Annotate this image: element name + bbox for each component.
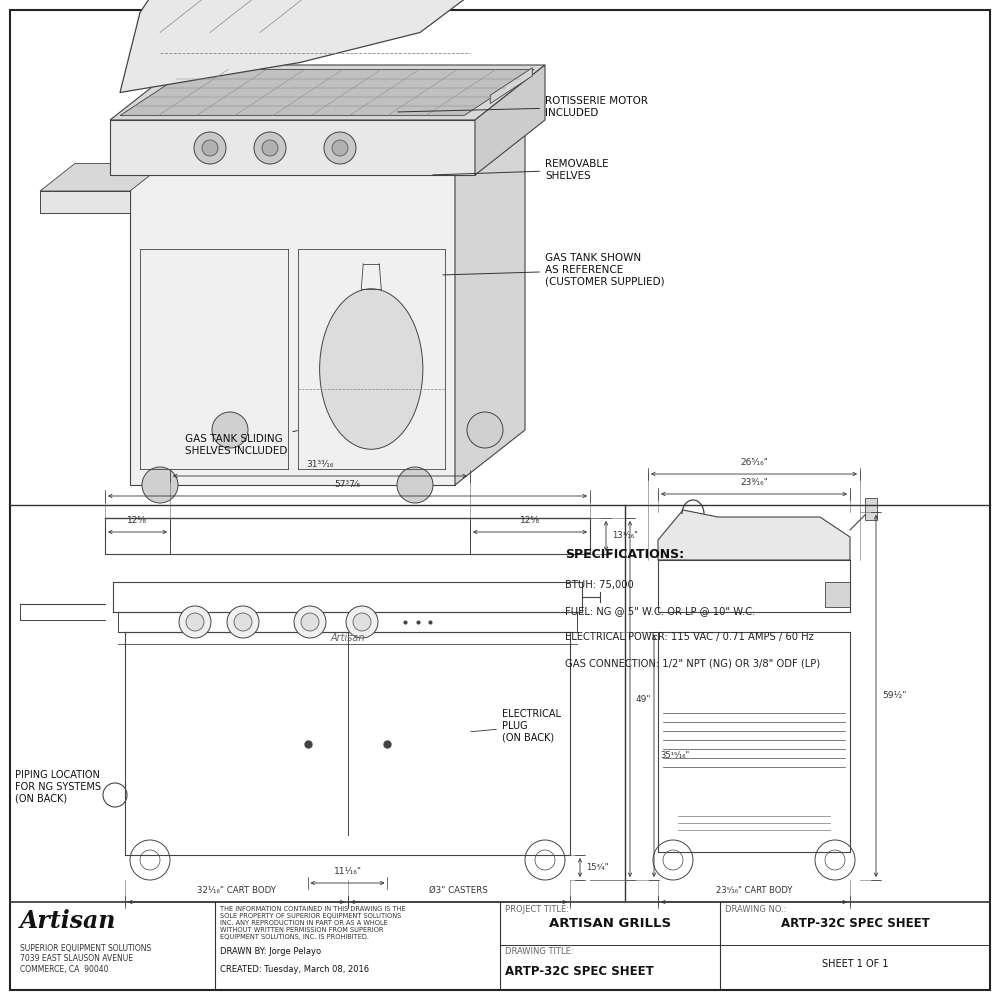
Polygon shape — [490, 68, 532, 104]
Text: PIPING LOCATION
FOR NG SYSTEMS
(ON BACK): PIPING LOCATION FOR NG SYSTEMS (ON BACK) — [15, 770, 101, 803]
Circle shape — [346, 606, 378, 638]
Circle shape — [467, 412, 503, 448]
Text: CREATED: Tuesday, March 08, 2016: CREATED: Tuesday, March 08, 2016 — [220, 965, 369, 974]
Polygon shape — [658, 510, 850, 560]
Text: REMOVABLE
SHELVES: REMOVABLE SHELVES — [433, 159, 609, 181]
Circle shape — [179, 606, 211, 638]
Polygon shape — [120, 0, 500, 93]
Circle shape — [294, 606, 326, 638]
Text: Artisan: Artisan — [330, 633, 365, 643]
Text: 31³³⁄₁₆: 31³³⁄₁₆ — [306, 460, 334, 469]
Circle shape — [301, 613, 319, 631]
Text: 57³7⁄₈: 57³7⁄₈ — [334, 480, 360, 489]
Text: ARTP-32C SPEC SHEET: ARTP-32C SPEC SHEET — [781, 917, 929, 930]
Bar — [110, 120, 475, 175]
Text: DRAWING TITLE:: DRAWING TITLE: — [505, 947, 574, 956]
Text: GAS CONNECTION: 1/2" NPT (NG) OR 3/8" ODF (LP): GAS CONNECTION: 1/2" NPT (NG) OR 3/8" OD… — [565, 658, 820, 668]
Text: 23⁹⁄₁₆": 23⁹⁄₁₆" — [740, 478, 768, 487]
Circle shape — [194, 132, 226, 164]
Text: GAS TANK SLIDING
SHELVES INCLUDED: GAS TANK SLIDING SHELVES INCLUDED — [185, 431, 297, 456]
Text: ARTP-32C SPEC SHEET: ARTP-32C SPEC SHEET — [505, 965, 654, 978]
Text: Artisan: Artisan — [20, 909, 116, 933]
Text: 35¹⁵⁄₁₆": 35¹⁵⁄₁₆" — [660, 752, 689, 760]
Polygon shape — [130, 115, 525, 170]
Text: 12⁵⁄₈: 12⁵⁄₈ — [520, 516, 540, 525]
Circle shape — [324, 132, 356, 164]
Text: FUEL: NG @ 5" W.C. OR LP @ 10" W.C.: FUEL: NG @ 5" W.C. OR LP @ 10" W.C. — [565, 606, 755, 616]
Text: 59¹⁄₂": 59¹⁄₂" — [882, 692, 906, 700]
Circle shape — [227, 606, 259, 638]
Circle shape — [332, 140, 348, 156]
Text: THE INFORMATION CONTAINED IN THIS DRAWING IS THE
SOLE PROPERTY OF SUPERIOR EQUIP: THE INFORMATION CONTAINED IN THIS DRAWIN… — [220, 906, 406, 940]
Circle shape — [142, 467, 178, 503]
Bar — [825, 582, 850, 607]
Polygon shape — [40, 164, 165, 191]
Polygon shape — [455, 115, 525, 485]
Text: 23⁵⁄₁₆" CART BODY: 23⁵⁄₁₆" CART BODY — [716, 886, 792, 895]
Circle shape — [254, 132, 286, 164]
Circle shape — [353, 613, 371, 631]
Circle shape — [212, 412, 248, 448]
Bar — [130, 170, 455, 485]
Text: 11¹⁄₁₆": 11¹⁄₁₆" — [334, 867, 362, 876]
Text: DRAWING NO.:: DRAWING NO.: — [725, 905, 786, 914]
Text: PROJECT TITLE:: PROJECT TITLE: — [505, 905, 569, 914]
Circle shape — [397, 467, 433, 503]
Text: ELECTRICAL
PLUG
(ON BACK): ELECTRICAL PLUG (ON BACK) — [471, 709, 561, 743]
Circle shape — [202, 140, 218, 156]
Text: SHEET 1 OF 1: SHEET 1 OF 1 — [822, 959, 888, 969]
Text: 32¹⁄₁₆" CART BODY: 32¹⁄₁₆" CART BODY — [197, 886, 276, 895]
Polygon shape — [110, 65, 545, 120]
Text: BTUH: 75,000: BTUH: 75,000 — [565, 580, 634, 590]
Circle shape — [186, 613, 204, 631]
Polygon shape — [120, 69, 534, 116]
Ellipse shape — [320, 289, 423, 449]
Circle shape — [262, 140, 278, 156]
Text: ELECTRICAL POWER: 115 VAC / 0.71 AMPS / 60 Hz: ELECTRICAL POWER: 115 VAC / 0.71 AMPS / … — [565, 632, 814, 642]
Text: DRAWN BY: Jorge Pelayo: DRAWN BY: Jorge Pelayo — [220, 947, 321, 956]
Text: 49": 49" — [636, 694, 652, 704]
Polygon shape — [475, 65, 545, 175]
Text: 26⁵⁄₁₆": 26⁵⁄₁₆" — [740, 458, 768, 467]
Circle shape — [234, 613, 252, 631]
Bar — [865, 498, 877, 520]
Bar — [40, 191, 130, 213]
Text: SUPERIOR EQUIPMENT SOLUTIONS
7039 EAST SLAUSON AVENUE
COMMERCE, CA  90040: SUPERIOR EQUIPMENT SOLUTIONS 7039 EAST S… — [20, 944, 151, 974]
Text: 13¹⁄₁₆": 13¹⁄₁₆" — [612, 532, 638, 540]
Text: ARTISAN GRILLS: ARTISAN GRILLS — [549, 917, 671, 930]
Text: 12⁵⁄₈: 12⁵⁄₈ — [127, 516, 148, 525]
Text: SPECIFICATIONS:: SPECIFICATIONS: — [565, 548, 684, 561]
Text: 15³⁄₄": 15³⁄₄" — [586, 863, 608, 872]
Text: ROTISSERIE MOTOR
INCLUDED: ROTISSERIE MOTOR INCLUDED — [398, 96, 648, 118]
Text: GAS TANK SHOWN
AS REFERENCE
(CUSTOMER SUPPLIED): GAS TANK SHOWN AS REFERENCE (CUSTOMER SU… — [443, 253, 665, 287]
Text: Ø3" CASTERS: Ø3" CASTERS — [429, 886, 488, 895]
